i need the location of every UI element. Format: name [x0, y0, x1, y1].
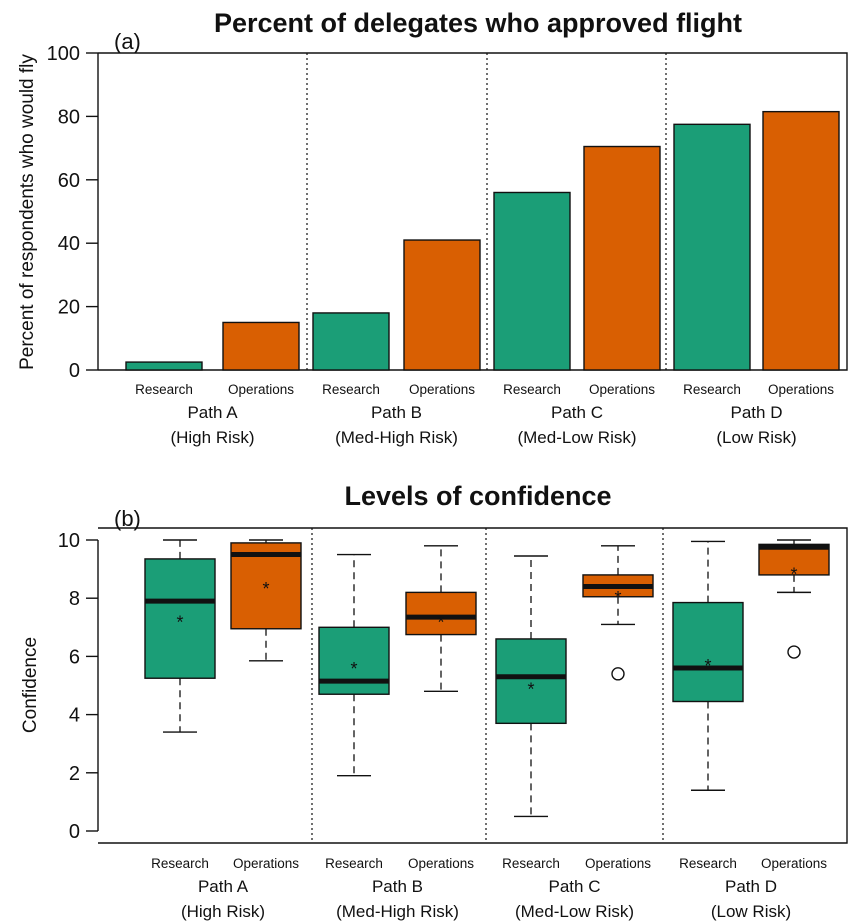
panel-b-mean-marker: * — [262, 579, 269, 599]
panel-b-box — [495, 638, 567, 725]
panel-b-mean-marker: * — [437, 613, 444, 633]
panel-a-ytick-label: 100 — [47, 43, 80, 65]
panel-b-label: (b) — [114, 506, 141, 531]
panel-b-category-label: Operations — [233, 856, 299, 871]
panel-b-box — [144, 558, 216, 679]
panel-b-category-label: Research — [151, 856, 209, 871]
panel-a-ytick-label: 20 — [58, 297, 80, 319]
panel-b-category-label: Research — [502, 856, 560, 871]
panel-a-ytick-label: 60 — [58, 170, 80, 192]
panel-b-category-label: Operations — [585, 856, 651, 871]
panel-b-ytick-label: 2 — [69, 763, 80, 785]
panel-a-bar — [583, 145, 661, 371]
panel-b-mean-marker: * — [614, 588, 621, 608]
panel-b-title: Levels of confidence — [344, 481, 611, 511]
panel-b-ytick-label: 8 — [69, 588, 80, 610]
panel-b-category-label: Research — [679, 856, 737, 871]
panel-a-ytick-label: 80 — [58, 106, 80, 128]
panel-a-group-sublabel: (Med-High Risk) — [335, 428, 458, 447]
panel-b-box — [230, 542, 302, 630]
panel-a-bar — [125, 361, 203, 371]
panel-a-category-label: Operations — [409, 382, 475, 397]
panel-a-plot: 0 20 40 60 80 100 Research Operations Research Op… — [47, 43, 848, 447]
panel-b-category-label: Operations — [408, 856, 474, 871]
panel-b-ytick-label: 0 — [69, 821, 80, 843]
panel-a-category-label: Research — [322, 382, 380, 397]
panel-b-group-sublabel: (High Risk) — [181, 902, 265, 921]
panel-b-group-sublabel: (Low Risk) — [711, 902, 791, 921]
panel-b-group-label: Path A — [198, 877, 249, 896]
panel-a-bar — [403, 239, 481, 371]
panel-a-bar — [222, 321, 300, 371]
panel-b-group-sublabel: (Med-High Risk) — [336, 902, 459, 921]
panel-a-ytick-label: 0 — [69, 360, 80, 382]
panel-b-ylabel: Confidence — [20, 637, 41, 733]
panel-a-bar — [673, 123, 751, 371]
panel-b-mean-marker: * — [527, 680, 534, 700]
panel-a-category-label: Research — [135, 382, 193, 397]
panel-a-group-sublabel: (Med-Low Risk) — [517, 428, 636, 447]
panel-a-ytick-label: 40 — [58, 233, 80, 255]
panel-b-group-label: Path C — [549, 877, 601, 896]
panel-b-box — [405, 591, 477, 636]
panel-a-group-sublabel: (Low Risk) — [716, 428, 796, 447]
panel-b-group-label: Path D — [725, 877, 777, 896]
panel-b-ytick-label: 10 — [58, 530, 80, 552]
panel-b-mean-marker: * — [176, 613, 183, 633]
panel-a-category-label: Research — [683, 382, 741, 397]
panel-a-group-sublabel: (High Risk) — [170, 428, 254, 447]
panel-a-bar — [762, 110, 840, 371]
panel-a-category-label: Operations — [589, 382, 655, 397]
panel-a-label: (a) — [114, 29, 141, 54]
panel-b-category-label: Research — [325, 856, 383, 871]
panel-a-category-label: Operations — [228, 382, 294, 397]
panel-a-bar — [493, 191, 571, 371]
panel-b-mean-marker: * — [790, 565, 797, 585]
panel-a-category-label: Research — [503, 382, 561, 397]
panel-b-mean-marker: * — [704, 656, 711, 676]
panel-b-plot: 0 2 4 6 8 10 * Research * Operations * Research * Ope… — [58, 527, 848, 921]
panel-a-title: Percent of delegates who approved flight — [214, 8, 742, 38]
panel-a-group-label: Path C — [551, 403, 603, 422]
panel-b-group-sublabel: (Med-Low Risk) — [515, 902, 634, 921]
panel-b-outlier — [787, 645, 801, 659]
panel-b-group-label: Path B — [372, 877, 423, 896]
panel-a-category-label: Operations — [768, 382, 834, 397]
panel-a-group-label: Path B — [371, 403, 422, 422]
panel-b-frame — [98, 527, 848, 844]
panel-a-ylabel: Percent of respondents who would fly — [17, 54, 38, 370]
panel-a-group-label: Path D — [731, 403, 783, 422]
panel-b-mean-marker: * — [350, 659, 357, 679]
panel-b-category-label: Operations — [761, 856, 827, 871]
panel-b-outlier — [611, 667, 625, 681]
panel-a-bar — [312, 312, 390, 371]
panel-b-ytick-label: 6 — [69, 646, 80, 668]
panel-b-box — [672, 601, 744, 703]
panel-a-group-label: Path A — [187, 403, 238, 422]
panel-b-ytick-label: 4 — [69, 705, 80, 727]
